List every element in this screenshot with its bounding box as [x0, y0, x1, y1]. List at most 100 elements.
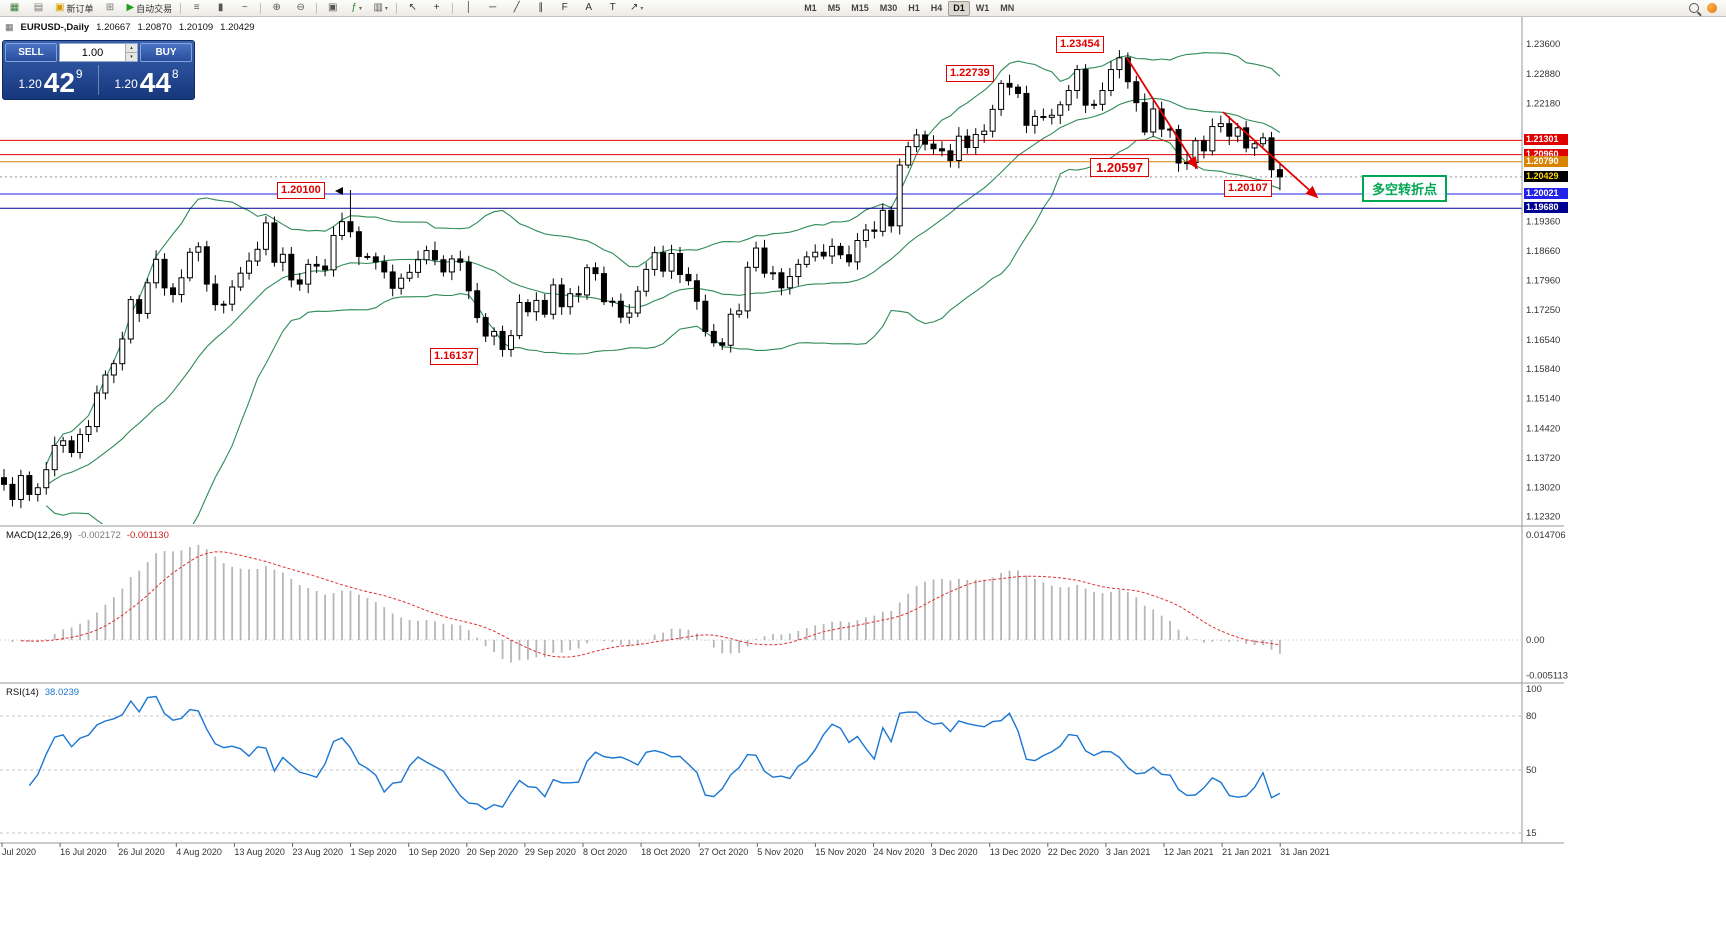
- profiles-button[interactable]: ▤: [27, 0, 50, 16]
- bollinger-bands: [45, 52, 1281, 524]
- svg-text:5 Nov 2020: 5 Nov 2020: [757, 847, 803, 857]
- buy-price-big: 44: [139, 67, 171, 99]
- volume-spinner[interactable]: ▴ ▾: [125, 44, 137, 61]
- open-value: 1.20667: [96, 22, 131, 33]
- chart-windows-button[interactable]: ⊞: [98, 0, 121, 16]
- left-arrow-marker-icon[interactable]: [335, 187, 343, 195]
- templates-icon: ▥: [373, 2, 383, 13]
- text-tool-button[interactable]: A: [577, 0, 600, 16]
- svg-text:50: 50: [1526, 765, 1537, 776]
- vertical-line-tool-icon: │: [465, 2, 472, 13]
- spin-down-icon[interactable]: ▾: [126, 53, 137, 61]
- arrows-tool-button[interactable]: ↗ ▾: [625, 0, 648, 16]
- crosshair-tool-button[interactable]: +: [425, 0, 448, 16]
- date-axis: Jul 2020 16 Jul 2020 26 Jul 2020 4 Aug 2020…: [1, 843, 1330, 857]
- zoom-in-button[interactable]: ⊕: [265, 0, 288, 16]
- templates-button[interactable]: ▥ ▾: [369, 0, 392, 16]
- bar-chart-button[interactable]: ≡: [185, 0, 208, 16]
- indicators-button[interactable]: ƒ ▾: [345, 0, 368, 16]
- trade-panel-prices: 1.20 42 9 1.20 44 8: [3, 62, 194, 98]
- community-icon[interactable]: [1707, 3, 1717, 13]
- svg-text:20 Sep 2020: 20 Sep 2020: [467, 847, 518, 857]
- trend-arrows: [1126, 57, 1319, 199]
- trade-panel-controls: SELL 1.00 ▴ ▾ BUY: [3, 41, 194, 62]
- svg-text:27 Oct 2020: 27 Oct 2020: [699, 847, 748, 857]
- price-label-annotation[interactable]: 1.22739: [946, 65, 994, 82]
- svg-text:29 Sep 2020: 29 Sep 2020: [525, 847, 576, 857]
- price-label-annotation[interactable]: 1.20597: [1090, 158, 1149, 177]
- volume-input[interactable]: 1.00 ▴ ▾: [59, 43, 138, 62]
- turning-point-note[interactable]: 多空转折点: [1362, 175, 1448, 202]
- axis-price-badge: 1.20021: [1524, 187, 1568, 199]
- rsi-panel: [0, 695, 1522, 834]
- price-label-annotation[interactable]: 1.20100: [277, 182, 325, 199]
- trendline-tool-button[interactable]: ╱: [505, 0, 528, 16]
- svg-text:1.13720: 1.13720: [1526, 453, 1560, 464]
- svg-text:100: 100: [1526, 684, 1542, 695]
- search-icon[interactable]: [1689, 3, 1699, 13]
- spin-up-icon[interactable]: ▴: [126, 44, 137, 53]
- new-chart-button[interactable]: ▦: [3, 0, 26, 16]
- svg-text:1.15840: 1.15840: [1526, 364, 1560, 375]
- sell-button[interactable]: SELL: [5, 43, 57, 62]
- volume-value[interactable]: 1.00: [81, 46, 104, 59]
- svg-text:1.14420: 1.14420: [1526, 424, 1560, 435]
- svg-text:0.00: 0.00: [1526, 635, 1545, 646]
- sell-price[interactable]: 1.20 42 9: [3, 62, 98, 98]
- svg-text:-0.005113: -0.005113: [1526, 671, 1568, 682]
- macd-axis-labels: 0.014706 0.00 -0.005113: [1526, 530, 1568, 682]
- autotrading-button[interactable]: ▶ 自动交易: [122, 0, 176, 16]
- fibonacci-tool-button[interactable]: F: [553, 0, 576, 16]
- close-value: 1.20429: [220, 22, 255, 33]
- tile-windows-button[interactable]: ▣: [321, 0, 344, 16]
- timeframe-mn[interactable]: MN: [1000, 3, 1015, 13]
- zoom-out-icon: ⊖: [296, 2, 305, 13]
- sell-price-sup: 9: [75, 67, 83, 81]
- timeframe-m15[interactable]: M15: [851, 3, 869, 13]
- price-label-annotation[interactable]: 1.16137: [430, 348, 478, 365]
- svg-text:31 Jan 2021: 31 Jan 2021: [1280, 847, 1330, 857]
- svg-text:1.22180: 1.22180: [1526, 98, 1560, 109]
- trendline-tool-icon: ╱: [513, 2, 520, 13]
- label-tool-button[interactable]: T: [601, 0, 624, 16]
- timeframe-m5[interactable]: M5: [827, 3, 841, 13]
- horizontal-line-tool-button[interactable]: ─: [481, 0, 504, 16]
- horizontal-line-tool-icon: ─: [489, 2, 497, 13]
- timeframe-w1[interactable]: W1: [975, 3, 990, 13]
- indicators-icon: ƒ: [351, 2, 357, 13]
- new-order-button[interactable]: ▣ 新订单: [51, 0, 97, 16]
- buy-button[interactable]: BUY: [140, 43, 192, 62]
- horizontal-level-lines: [0, 139, 1522, 209]
- candlestick-chart-icon: ▮: [217, 2, 224, 13]
- toolbar-separator: [316, 2, 318, 14]
- zoom-out-button[interactable]: ⊖: [289, 0, 312, 16]
- line-chart-button[interactable]: ~: [233, 0, 256, 16]
- svg-text:22 Dec 2020: 22 Dec 2020: [1048, 847, 1099, 857]
- buy-price-prefix: 1.20: [114, 77, 138, 91]
- svg-text:3 Dec 2020: 3 Dec 2020: [932, 847, 978, 857]
- timeframe-d1[interactable]: D1: [948, 0, 970, 16]
- price-label-annotation[interactable]: 1.23454: [1056, 36, 1104, 53]
- svg-text:1.18660: 1.18660: [1526, 246, 1560, 257]
- toolbar-separator: [260, 2, 262, 14]
- autotrading-icon: ▶: [126, 2, 135, 13]
- svg-text:1.22880: 1.22880: [1526, 69, 1560, 80]
- svg-text:1 Sep 2020: 1 Sep 2020: [351, 847, 397, 857]
- price-divider: [98, 65, 99, 95]
- zoom-in-icon: ⊕: [272, 2, 281, 13]
- cursor-tool-button[interactable]: ↖: [401, 0, 424, 16]
- channel-tool-button[interactable]: ∥: [529, 0, 552, 16]
- timeframe-h1[interactable]: H1: [908, 3, 920, 13]
- buy-price[interactable]: 1.20 44 8: [99, 62, 194, 98]
- timeframe-m1[interactable]: M1: [804, 3, 817, 13]
- timeframe-h4[interactable]: H4: [930, 3, 943, 13]
- macd-main-value: -0.002172: [78, 530, 121, 541]
- timeframe-m30[interactable]: M30: [879, 3, 898, 13]
- candlestick-chart-button[interactable]: ▮: [209, 0, 232, 16]
- axis-price-badge: 1.21301: [1524, 134, 1568, 146]
- price-label-annotation[interactable]: 1.20107: [1224, 180, 1272, 197]
- svg-text:1.16540: 1.16540: [1526, 335, 1560, 346]
- macd-panel: [0, 544, 1522, 663]
- vertical-line-tool-button[interactable]: │: [457, 0, 480, 16]
